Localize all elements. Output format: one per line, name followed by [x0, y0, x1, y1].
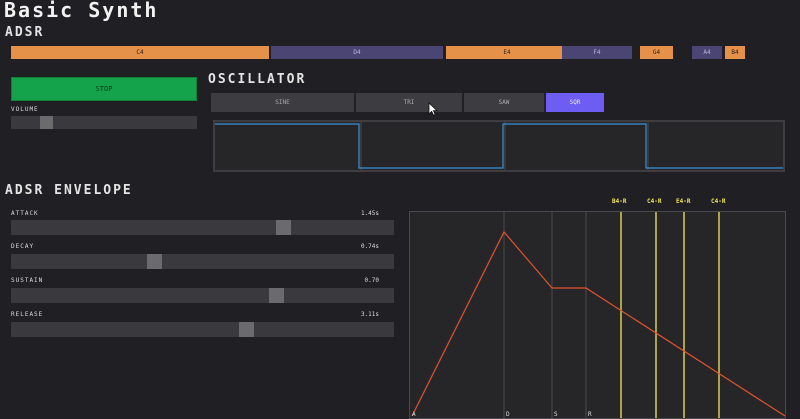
note-key-label: C4	[136, 49, 144, 56]
note-key-f4[interactable]: F4	[562, 46, 632, 59]
note-key-label: A4	[703, 49, 711, 56]
release-marker-label-b4: B4-R	[612, 198, 627, 205]
stop-button[interactable]: STOP	[11, 77, 197, 101]
note-key-label: D4	[353, 49, 361, 56]
sustain-slider[interactable]	[11, 288, 394, 303]
note-key-a4[interactable]: A4	[692, 46, 722, 59]
app-title: Basic Synth	[4, 0, 159, 22]
oscillator-waveform-display	[213, 120, 785, 172]
release-marker-label-c4-2: C4-R	[711, 198, 726, 205]
stage-label-s: S	[554, 411, 558, 418]
waveform-plot	[215, 122, 783, 170]
volume-slider-thumb[interactable]	[40, 116, 53, 129]
envelope-graph: A D S R	[409, 211, 786, 419]
note-key-label: F4	[593, 49, 601, 56]
stage-label-d: D	[506, 411, 510, 418]
release-label: RELEASE	[11, 311, 44, 318]
release-value: 3.11s	[360, 311, 379, 318]
note-key-e4[interactable]: E4	[446, 46, 568, 59]
waveform-square-line	[215, 123, 783, 169]
release-marker-label-c4: C4-R	[647, 198, 662, 205]
envelope-curve	[411, 230, 785, 417]
note-key-g4[interactable]: G4	[640, 46, 673, 59]
oscillator-title: OSCILLATOR	[208, 72, 307, 87]
waveform-saw-button[interactable]: SAW	[464, 93, 544, 112]
release-slider-thumb[interactable]	[239, 322, 254, 337]
sustain-value: 0.70	[364, 277, 379, 284]
note-key-b4[interactable]: B4	[725, 46, 745, 59]
attack-slider-thumb[interactable]	[276, 220, 291, 235]
attack-label: ATTACK	[11, 210, 39, 217]
volume-label: VOLUME	[11, 106, 39, 113]
stage-label-r: R	[588, 411, 592, 418]
decay-value: 0.74s	[360, 243, 379, 250]
waveform-sine-button[interactable]: SINE	[211, 93, 354, 112]
note-key-label: E4	[503, 49, 511, 56]
volume-slider[interactable]	[11, 116, 197, 129]
waveform-tri-button[interactable]: TRI	[356, 93, 462, 112]
note-key-c4[interactable]: C4	[11, 46, 269, 59]
decay-slider-thumb[interactable]	[147, 254, 162, 269]
envelope-plot: A D S R	[411, 212, 785, 418]
sustain-slider-thumb[interactable]	[269, 288, 284, 303]
decay-label: DECAY	[11, 243, 35, 250]
stage-label-a: A	[412, 411, 416, 418]
envelope-title: ADSR ENVELOPE	[5, 183, 133, 198]
note-key-d4[interactable]: D4	[271, 46, 443, 59]
note-key-label: G4	[652, 49, 661, 56]
release-marker-label-e4: E4-R	[676, 198, 691, 205]
sustain-label: SUSTAIN	[11, 277, 44, 284]
attack-value: 1.45s	[360, 210, 379, 217]
note-key-label: B4	[731, 49, 739, 56]
keyboard-label: ADSR	[5, 25, 45, 40]
waveform-sqr-button[interactable]: SQR	[546, 93, 604, 112]
decay-slider[interactable]	[11, 254, 394, 269]
attack-slider[interactable]	[11, 220, 394, 235]
mouse-pointer-icon	[428, 102, 438, 116]
release-slider[interactable]	[11, 322, 394, 337]
